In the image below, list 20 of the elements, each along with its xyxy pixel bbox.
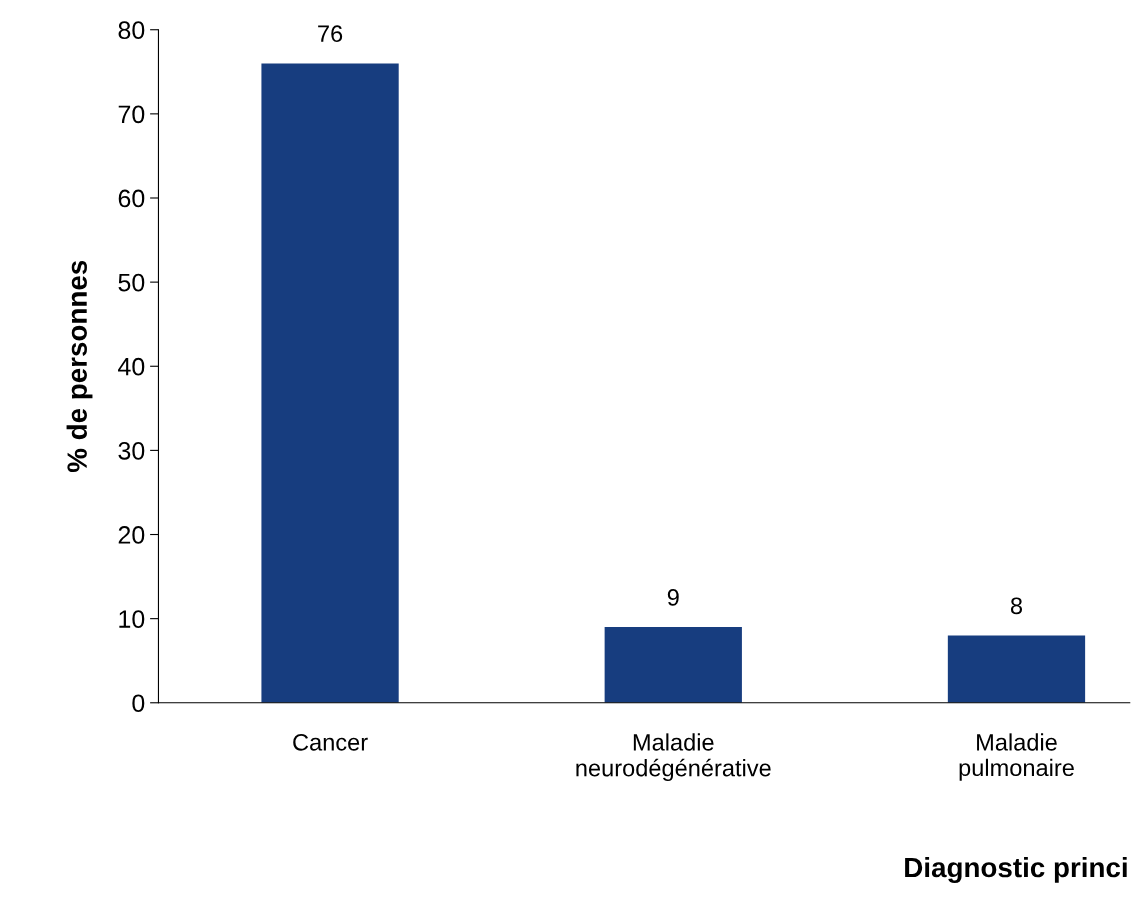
y-axis-title: % de personnes bbox=[66, 260, 93, 473]
data-label: 8 bbox=[1010, 597, 1023, 615]
y-tick-label: 20 bbox=[118, 526, 145, 544]
y-tick-label: 40 bbox=[118, 357, 145, 376]
y-tick-label: 60 bbox=[118, 189, 145, 208]
y-tick-label: 0 bbox=[132, 694, 145, 713]
data-label: 76 bbox=[318, 25, 343, 43]
y-tick-label: 10 bbox=[119, 610, 145, 628]
y-tick-label: 50 bbox=[118, 273, 145, 292]
y-tick-label: 30 bbox=[118, 441, 145, 460]
y-tick-label: 80 bbox=[118, 21, 145, 40]
x-tick-label: Maladie pulmonaire bbox=[959, 733, 1074, 781]
bar bbox=[947, 635, 1086, 703]
bar bbox=[604, 627, 742, 703]
y-tick-label: 70 bbox=[118, 105, 145, 124]
x-tick-label: Cancer bbox=[293, 733, 368, 751]
x-axis-title: Diagnostic princi bbox=[905, 856, 1127, 883]
x-tick-label: Maladie neurodégénérative bbox=[576, 733, 771, 782]
bar bbox=[261, 63, 399, 703]
data-label: 9 bbox=[667, 589, 679, 606]
